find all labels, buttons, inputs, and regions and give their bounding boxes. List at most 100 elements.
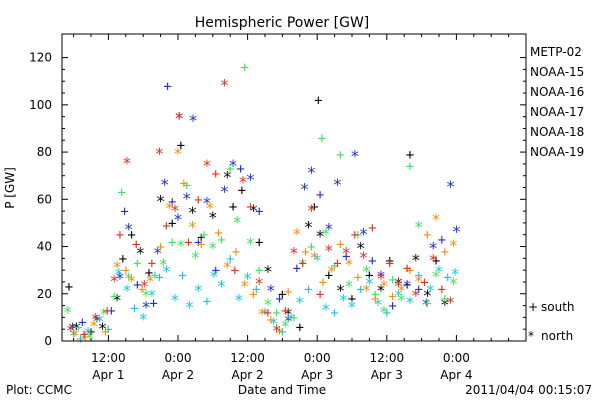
data-point: * — [234, 290, 244, 309]
data-point: * — [359, 248, 369, 267]
data-point: * — [266, 281, 276, 300]
data-point: * — [394, 274, 404, 293]
data-point: * — [170, 201, 180, 220]
data-point: * — [85, 328, 95, 347]
data-point: + — [145, 266, 153, 282]
data-point: + — [348, 291, 356, 307]
data-point: + — [80, 327, 88, 343]
data-point: * — [164, 198, 174, 217]
data-point: * — [405, 293, 415, 312]
data-point: + — [168, 216, 176, 232]
data-point: * — [83, 324, 93, 343]
data-point: + — [246, 199, 254, 215]
data-point: * — [173, 210, 183, 229]
data-point: * — [431, 267, 441, 286]
data-point: * — [396, 281, 406, 300]
data-point: * — [68, 319, 78, 338]
data-point: * — [98, 319, 108, 338]
data-point: + — [65, 280, 73, 296]
data-point: * — [249, 201, 259, 220]
data-point: * — [362, 262, 372, 281]
data-point: + — [310, 199, 318, 215]
data-point: * — [127, 272, 137, 291]
data-point: + — [178, 268, 186, 284]
data-point: * — [174, 109, 184, 128]
data-point: * — [95, 312, 105, 331]
data-point: + — [443, 270, 451, 286]
x-tick-label-time: 12:00 — [370, 351, 405, 365]
data-point: + — [330, 306, 338, 322]
data-point: + — [101, 325, 109, 341]
data-point: + — [194, 192, 202, 208]
data-point: * — [260, 305, 270, 324]
x-tick-label-date: Apr 3 — [301, 368, 333, 382]
data-point: + — [211, 166, 219, 182]
data-point: * — [344, 276, 354, 295]
data-point: * — [321, 224, 331, 243]
data-point: + — [197, 230, 205, 246]
data-point: * — [341, 243, 351, 262]
data-point: * — [450, 265, 460, 284]
data-point: * — [280, 316, 290, 335]
data-point: + — [356, 282, 364, 298]
data-point: * — [92, 312, 102, 331]
legend-entry: NOAA-19 — [530, 145, 584, 159]
data-point: + — [255, 263, 263, 279]
y-tick-label: 0 — [44, 334, 52, 348]
data-point: * — [115, 269, 125, 288]
data-point: + — [203, 294, 211, 310]
data-point: * — [122, 154, 132, 173]
series-noaa-19: * +* +*+*+*+*+**++* +*+*+*+*+*+*+*+*+*+*+*+… — [66, 76, 456, 343]
data-point: * — [254, 274, 264, 293]
data-point: * — [145, 272, 155, 291]
data-point: * — [141, 286, 151, 305]
data-point: * — [243, 269, 253, 288]
data-point: + — [301, 244, 309, 260]
data-point: * — [240, 276, 250, 295]
marker-legend-label: north — [541, 329, 573, 343]
marker-legend-label: south — [541, 300, 575, 314]
data-point: + — [78, 315, 86, 331]
data-point: + — [284, 284, 292, 300]
marker-legend-symbol: * — [528, 329, 534, 343]
data-point: + — [255, 235, 263, 251]
data-point: + — [214, 225, 222, 241]
data-point: + — [298, 256, 306, 272]
data-point: * — [147, 286, 157, 305]
data-point: + — [149, 296, 157, 312]
data-point: + — [388, 273, 396, 289]
data-point: * — [324, 241, 334, 260]
data-point: * — [379, 302, 389, 321]
data-point: + — [342, 249, 350, 265]
data-point: + — [354, 270, 362, 286]
data-point: * — [263, 295, 273, 314]
data-point: + — [127, 228, 135, 244]
data-point: + — [414, 282, 422, 298]
data-point: + — [240, 60, 248, 76]
data-point: + — [184, 235, 192, 251]
data-point: + — [423, 228, 431, 244]
data-point: + — [182, 178, 190, 194]
data-point: * — [257, 305, 267, 324]
data-point: * — [336, 281, 346, 300]
y-tick-label: 80 — [37, 145, 52, 159]
plot-timestamp: 2011/04/04 00:15:07 — [465, 383, 592, 397]
data-point: * — [356, 239, 366, 258]
data-point: * — [232, 213, 242, 232]
data-point: * — [292, 224, 302, 243]
data-point: * — [112, 290, 122, 309]
data-point: + — [130, 301, 138, 317]
data-point: * — [421, 295, 431, 314]
x-tick-label-time: 0:00 — [304, 351, 331, 365]
data-point: * — [359, 224, 369, 243]
data-point: * — [272, 321, 282, 340]
data-point: * — [312, 250, 322, 269]
data-point: * — [309, 248, 319, 267]
legend-entry: NOAA-15 — [530, 65, 584, 79]
data-point: * — [66, 321, 76, 340]
data-point: + — [155, 270, 163, 286]
data-point: + — [441, 291, 449, 307]
data-point: + — [238, 183, 246, 199]
legend-entry: NOAA-17 — [530, 105, 584, 119]
